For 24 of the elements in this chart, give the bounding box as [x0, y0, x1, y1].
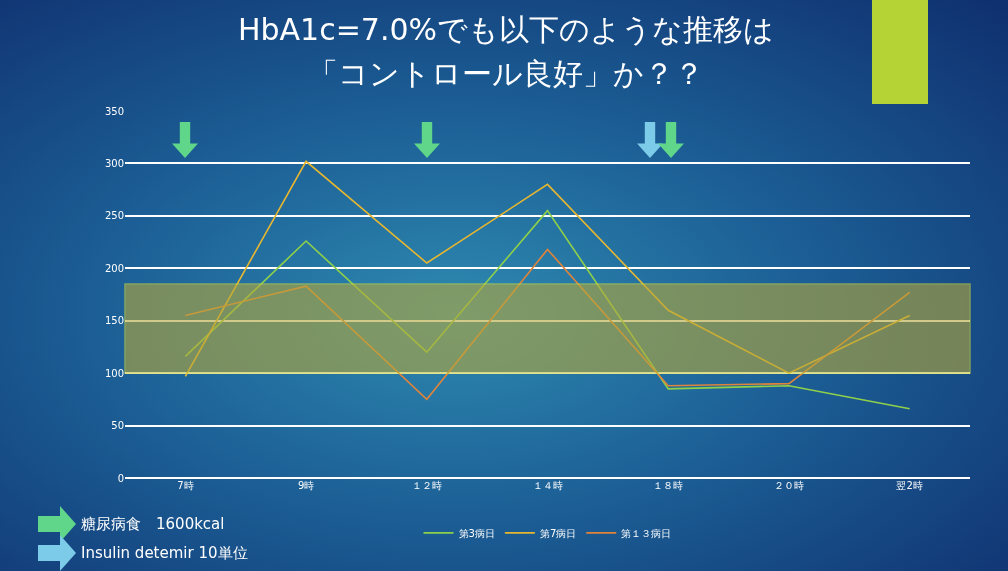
text: 糖尿病食 1600kcal — [81, 515, 225, 533]
y-tick-label: 250 — [104, 210, 124, 222]
legend-label: 第7病日 — [539, 527, 577, 539]
line-series — [184, 248, 911, 401]
x-tick-label: １４時 — [532, 480, 563, 491]
x-tick-label: 翌2時 — [896, 480, 923, 491]
legend-label: 第１３病日 — [621, 527, 672, 539]
y-tick-label: 350 — [104, 105, 124, 117]
line-series — [184, 160, 911, 378]
line-series — [184, 209, 911, 410]
y-tick-label: 100 — [104, 367, 124, 379]
y-tick-label: 0 — [117, 472, 124, 484]
y-tick-label: 300 — [104, 157, 124, 169]
y-tick-label: 50 — [111, 420, 124, 432]
legend-label: 第3病日 — [458, 527, 495, 539]
y-tick-label: 150 — [104, 315, 124, 327]
x-tick-label: 7時 — [177, 480, 194, 491]
x-tick-label: ２０時 — [773, 480, 804, 491]
x-tick-label: １８時 — [653, 480, 684, 491]
y-tick-label: 200 — [104, 262, 124, 274]
chart-title: HbA1c=7.0%でも以下のような推移は「コントロール良好」か？？ — [236, 11, 776, 93]
x-tick-label: 9時 — [297, 480, 315, 491]
text: Insulin detemir 10単位 — [81, 544, 248, 562]
x-tick-label: １２時 — [411, 480, 442, 491]
